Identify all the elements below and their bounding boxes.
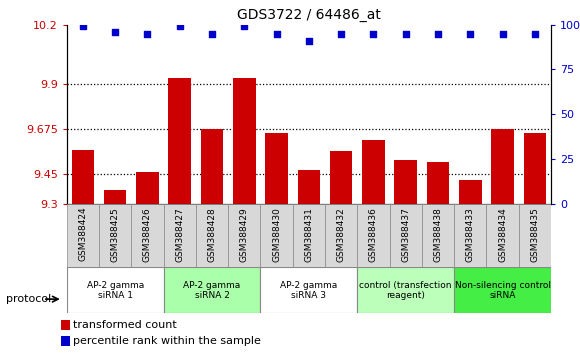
Text: GSM388434: GSM388434: [498, 207, 507, 262]
Text: percentile rank within the sample: percentile rank within the sample: [73, 336, 261, 346]
Bar: [491, 129, 514, 204]
Bar: [260, 267, 357, 313]
Text: GSM388433: GSM388433: [466, 207, 475, 262]
Point: [272, 31, 281, 36]
Title: GDS3722 / 64486_at: GDS3722 / 64486_at: [237, 8, 381, 22]
Text: GSM388431: GSM388431: [304, 207, 313, 262]
Bar: [524, 133, 546, 204]
Point: [530, 31, 539, 36]
Text: GSM388432: GSM388432: [336, 207, 346, 262]
Bar: [394, 160, 417, 204]
Point: [369, 31, 378, 36]
Text: protocol: protocol: [6, 294, 51, 304]
Bar: [196, 204, 228, 267]
Text: GSM388424: GSM388424: [78, 207, 88, 262]
Text: AP-2 gamma
siRNA 1: AP-2 gamma siRNA 1: [86, 281, 144, 300]
Bar: [201, 129, 223, 204]
Bar: [390, 204, 422, 267]
Text: control (transfection
reagent): control (transfection reagent): [360, 281, 452, 300]
Text: AP-2 gamma
siRNA 2: AP-2 gamma siRNA 2: [183, 281, 241, 300]
Bar: [362, 140, 385, 204]
Point: [401, 31, 411, 36]
Bar: [330, 151, 353, 204]
Bar: [67, 267, 164, 313]
Bar: [131, 204, 164, 267]
Bar: [459, 180, 481, 204]
Point: [336, 31, 346, 36]
Bar: [519, 204, 551, 267]
Bar: [357, 204, 390, 267]
Text: GSM388428: GSM388428: [208, 207, 216, 262]
Point: [304, 38, 314, 44]
Bar: [99, 204, 131, 267]
Point: [110, 29, 119, 35]
Bar: [164, 267, 260, 313]
Bar: [487, 204, 519, 267]
Bar: [325, 204, 357, 267]
Point: [240, 23, 249, 29]
Text: GSM388435: GSM388435: [530, 207, 539, 262]
Bar: [168, 79, 191, 204]
Text: GSM388426: GSM388426: [143, 207, 152, 262]
Bar: [164, 204, 196, 267]
Bar: [293, 204, 325, 267]
Text: GSM388436: GSM388436: [369, 207, 378, 262]
Text: transformed count: transformed count: [73, 320, 177, 330]
Bar: [422, 204, 454, 267]
Bar: [71, 150, 94, 204]
Bar: [260, 204, 293, 267]
Bar: [67, 204, 99, 267]
Text: Non-silencing control
siRNA: Non-silencing control siRNA: [455, 281, 550, 300]
Bar: [357, 267, 454, 313]
Bar: [136, 172, 159, 204]
Text: GSM388427: GSM388427: [175, 207, 184, 262]
Point: [466, 31, 475, 36]
Bar: [454, 204, 487, 267]
Point: [208, 31, 217, 36]
Text: GSM388425: GSM388425: [111, 207, 119, 262]
Bar: [265, 133, 288, 204]
Bar: [104, 190, 126, 204]
Text: GSM388437: GSM388437: [401, 207, 410, 262]
Text: AP-2 gamma
siRNA 3: AP-2 gamma siRNA 3: [280, 281, 338, 300]
Text: GSM388429: GSM388429: [240, 207, 249, 262]
Bar: [60, 336, 70, 346]
Point: [498, 31, 507, 36]
Bar: [298, 170, 320, 204]
Point: [143, 31, 152, 36]
Text: GSM388438: GSM388438: [433, 207, 443, 262]
Bar: [60, 320, 70, 330]
Bar: [427, 162, 450, 204]
Bar: [233, 79, 256, 204]
Point: [175, 23, 184, 29]
Point: [433, 31, 443, 36]
Text: GSM388430: GSM388430: [272, 207, 281, 262]
Bar: [454, 267, 551, 313]
Point: [78, 23, 88, 29]
Bar: [228, 204, 260, 267]
